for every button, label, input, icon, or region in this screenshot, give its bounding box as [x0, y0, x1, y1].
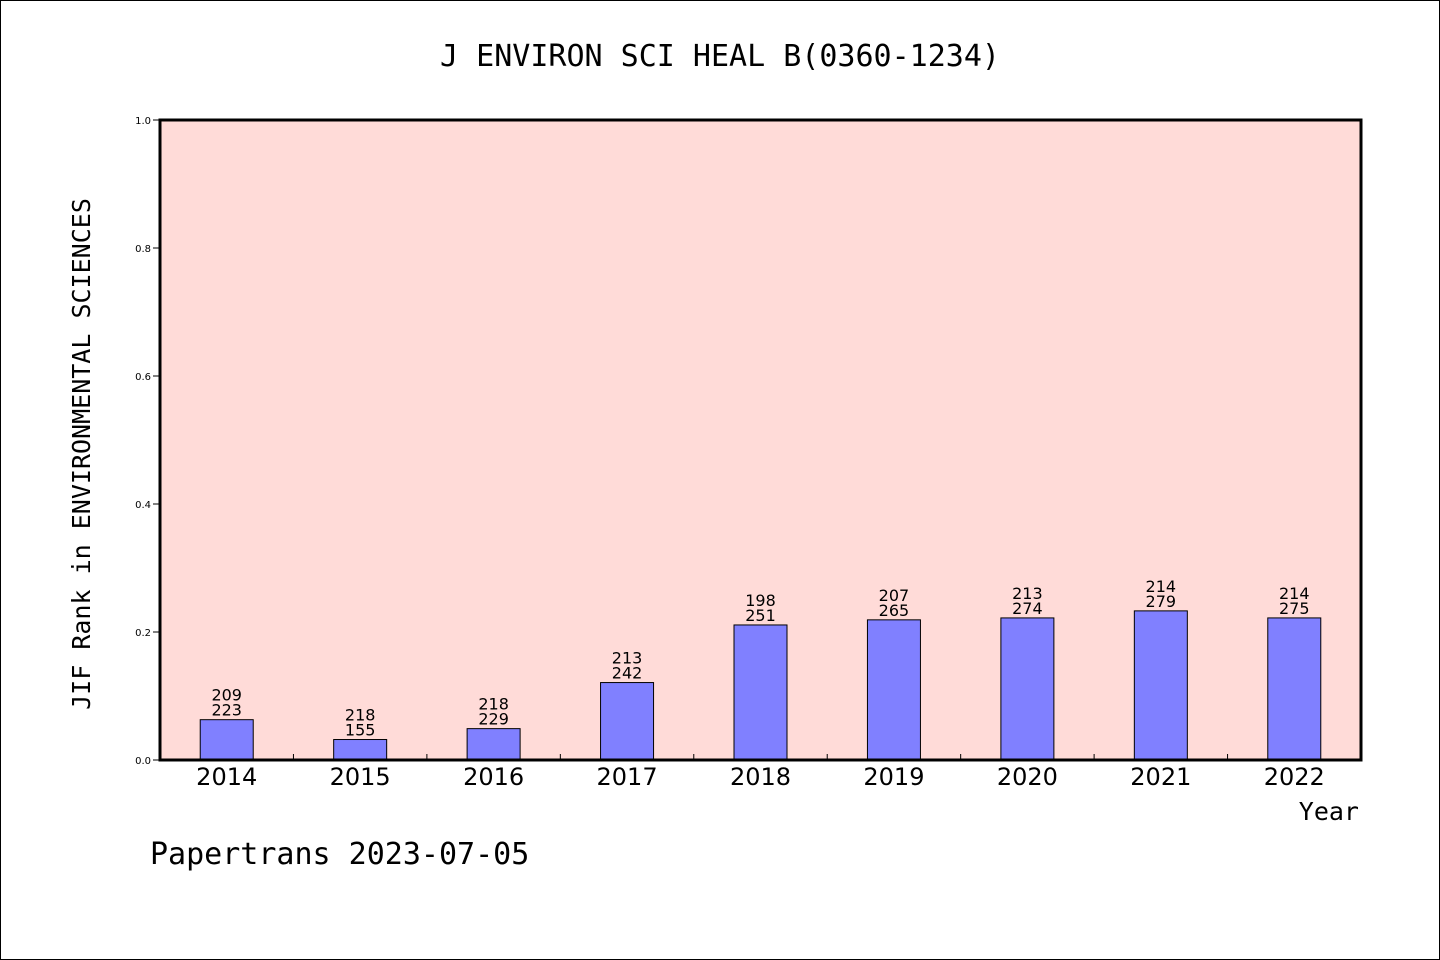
x-axis-label: Year [1299, 797, 1359, 826]
bar-label-bottom: 275 [1279, 599, 1310, 618]
bar-label-bottom: 155 [345, 721, 376, 740]
x-tick-label: 2020 [997, 763, 1058, 791]
bar-label-top: 209 [211, 686, 242, 705]
bar-label-top: 218 [345, 706, 376, 725]
bar-label-bottom: 265 [879, 601, 910, 620]
bar-label-bottom: 274 [1012, 599, 1043, 618]
x-tick-label: 2015 [330, 763, 391, 791]
x-tick-label: 2018 [730, 763, 791, 791]
chart-title: J ENVIRON SCI HEAL B(0360-1234) [440, 39, 1000, 74]
bar-2014 [199, 719, 254, 761]
x-tick-label: 2014 [196, 763, 257, 791]
x-axis: 2014 2015 2016 2017 2018 2019 2020 2021 2022 [196, 754, 1325, 791]
bar-label-top: 214 [1146, 577, 1177, 596]
bar-2016 [466, 728, 521, 761]
bar-label-top: 207 [879, 586, 910, 605]
y-tick-label: 0.2 [135, 628, 151, 639]
bar-label-bottom: 229 [478, 710, 509, 729]
bar-label-bottom: 242 [612, 664, 643, 683]
x-tick-label: 2017 [597, 763, 658, 791]
bar-label-top: 214 [1279, 584, 1310, 603]
bar-label-top: 213 [612, 649, 643, 668]
y-axis-label: JIF Rank in ENVIRONMENTAL SCIENCES [67, 198, 96, 710]
bar-2015 [333, 739, 388, 761]
y-axis: 0.0 0.2 0.4 0.6 0.8 1.0 [135, 116, 160, 767]
plot-border [158, 118, 1363, 762]
bar-2018 [733, 624, 788, 761]
y-tick-label: 0.4 [135, 500, 151, 511]
x-tick-label: 2022 [1264, 763, 1325, 791]
bar-label-top: 213 [1012, 584, 1043, 603]
x-tick-label: 2016 [463, 763, 524, 791]
bar-label-bottom: 279 [1146, 592, 1177, 611]
bar-2020 [1000, 617, 1055, 761]
x-tick-label: 2021 [1130, 763, 1191, 791]
bar-2022 [1267, 617, 1322, 761]
x-tick-label: 2019 [863, 763, 924, 791]
footer-text: Papertrans 2023-07-05 [150, 837, 529, 872]
bar-label-bottom: 251 [745, 606, 776, 625]
bar-2021 [1133, 610, 1188, 761]
y-tick-label: 1.0 [135, 116, 151, 127]
bar-label-bottom: 223 [211, 701, 242, 720]
bar-2017 [600, 682, 655, 761]
y-tick-label: 0.0 [135, 756, 151, 767]
bars [199, 610, 1322, 761]
bar-label-top: 218 [478, 695, 509, 714]
bar-2019 [866, 619, 921, 761]
bar-label-top: 198 [745, 591, 776, 610]
y-tick-label: 0.6 [135, 372, 151, 383]
y-tick-label: 0.8 [135, 244, 151, 255]
